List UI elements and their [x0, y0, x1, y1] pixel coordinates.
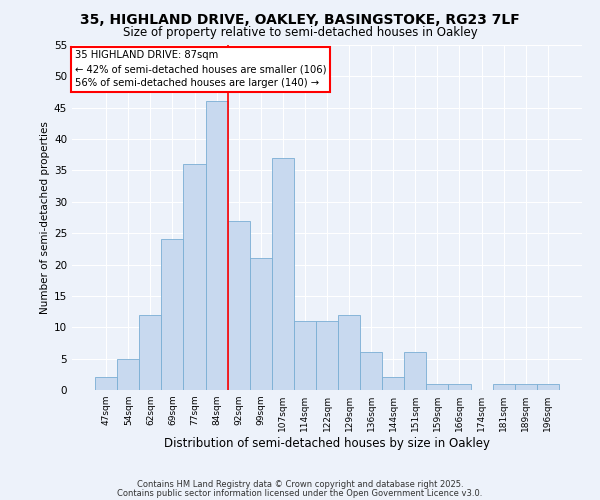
Bar	[272, 158, 294, 390]
Text: Contains HM Land Registry data © Crown copyright and database right 2025.: Contains HM Land Registry data © Crown c…	[137, 480, 463, 489]
Bar	[427, 384, 448, 390]
Bar	[206, 102, 227, 390]
X-axis label: Distribution of semi-detached houses by size in Oakley: Distribution of semi-detached houses by …	[164, 437, 490, 450]
Text: Contains public sector information licensed under the Open Government Licence v3: Contains public sector information licen…	[118, 488, 482, 498]
Bar	[184, 164, 206, 390]
Text: Size of property relative to semi-detached houses in Oakley: Size of property relative to semi-detach…	[122, 26, 478, 39]
Bar	[250, 258, 272, 390]
Bar	[360, 352, 382, 390]
Bar	[404, 352, 427, 390]
Bar	[493, 384, 515, 390]
Bar	[338, 314, 360, 390]
Bar	[117, 358, 139, 390]
Bar	[161, 240, 184, 390]
Y-axis label: Number of semi-detached properties: Number of semi-detached properties	[40, 121, 50, 314]
Bar	[294, 321, 316, 390]
Text: 35, HIGHLAND DRIVE, OAKLEY, BASINGSTOKE, RG23 7LF: 35, HIGHLAND DRIVE, OAKLEY, BASINGSTOKE,…	[80, 12, 520, 26]
Bar	[316, 321, 338, 390]
Text: 35 HIGHLAND DRIVE: 87sqm
← 42% of semi-detached houses are smaller (106)
56% of : 35 HIGHLAND DRIVE: 87sqm ← 42% of semi-d…	[74, 50, 326, 88]
Bar	[515, 384, 537, 390]
Bar	[382, 378, 404, 390]
Bar	[537, 384, 559, 390]
Bar	[227, 220, 250, 390]
Bar	[139, 314, 161, 390]
Bar	[95, 378, 117, 390]
Bar	[448, 384, 470, 390]
